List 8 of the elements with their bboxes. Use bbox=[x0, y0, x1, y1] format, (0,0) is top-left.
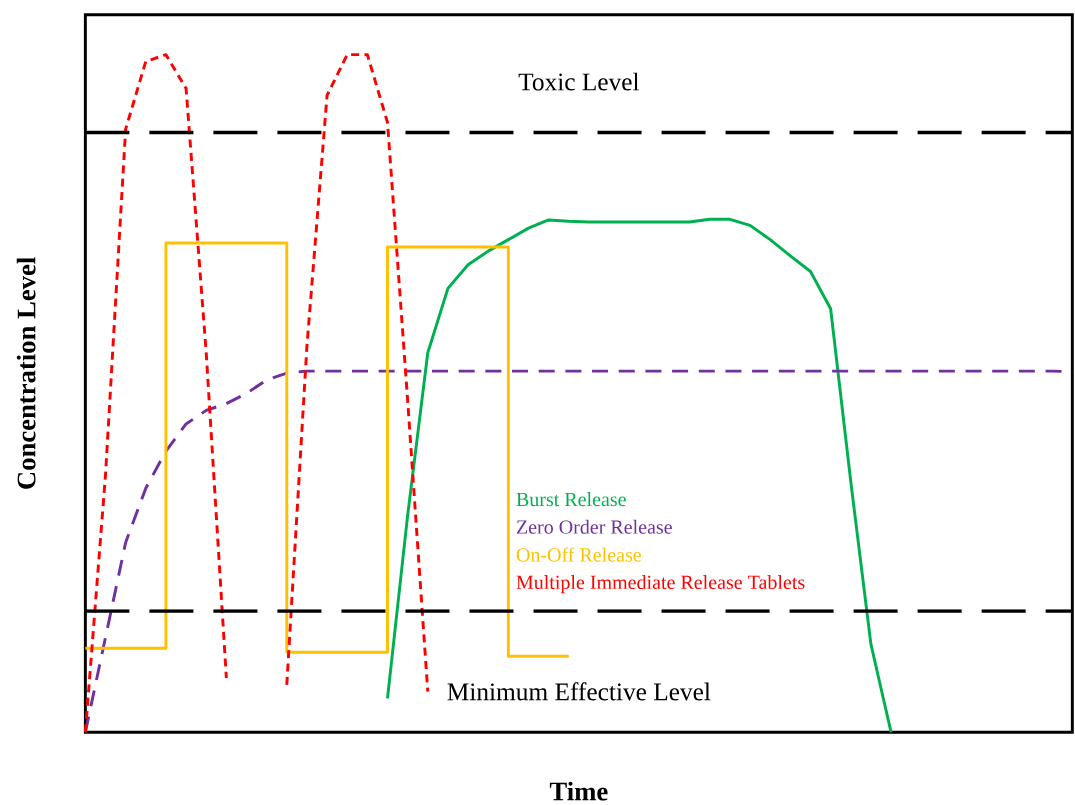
text: Zero Order Release bbox=[516, 519, 672, 534]
ref-line-label: Toxic Level bbox=[518, 72, 640, 91]
series-label: On-Off Release bbox=[516, 547, 641, 562]
text: Multiple Immediate Release Tablets bbox=[516, 575, 805, 594]
x-axis-title: Time bbox=[549, 781, 608, 801]
text: Burst Release bbox=[516, 492, 626, 507]
y-axis-title: Concentration Level bbox=[16, 257, 36, 489]
ref-line-label: Minimum Effective Level bbox=[447, 682, 711, 701]
